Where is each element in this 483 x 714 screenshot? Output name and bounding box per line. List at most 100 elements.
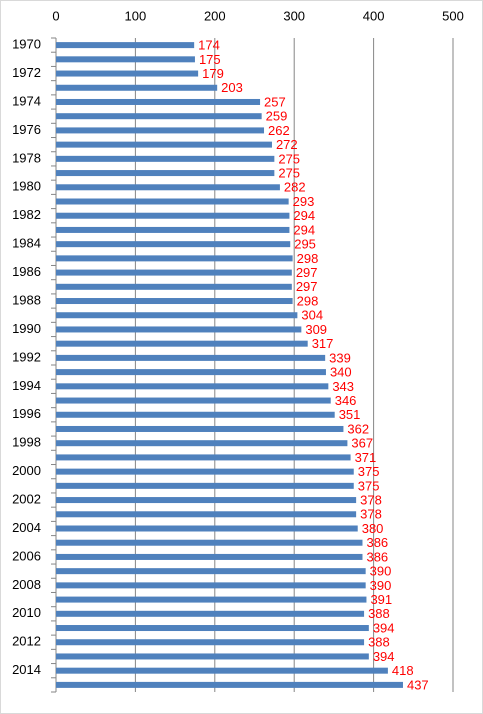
bar <box>56 56 195 63</box>
x-tick-label: 300 <box>283 8 305 23</box>
y-tick-label: 2006 <box>12 548 41 563</box>
data-label: 391 <box>370 592 392 607</box>
data-label: 378 <box>360 493 382 508</box>
data-label: 394 <box>373 620 395 635</box>
bar <box>56 454 351 461</box>
bar <box>56 70 199 77</box>
bar <box>56 184 280 191</box>
bar <box>56 369 326 376</box>
data-label: 375 <box>358 464 380 479</box>
y-tick-label: 1974 <box>12 93 41 108</box>
bar <box>56 440 348 447</box>
data-label: 317 <box>312 336 334 351</box>
bar <box>56 141 272 148</box>
data-label: 346 <box>335 393 357 408</box>
data-label: 378 <box>360 507 382 522</box>
data-label: 298 <box>297 293 319 308</box>
y-tick-label: 1984 <box>12 236 41 251</box>
bar <box>56 326 302 333</box>
bar <box>56 113 262 120</box>
data-label: 386 <box>366 535 388 550</box>
data-label: 294 <box>293 208 315 223</box>
bar <box>56 511 357 518</box>
x-tick-label: 200 <box>204 8 226 23</box>
data-label: 418 <box>392 663 414 678</box>
y-tick-label: 1990 <box>12 321 41 336</box>
bar <box>56 411 335 418</box>
data-label: 388 <box>368 606 390 621</box>
data-label: 175 <box>199 52 221 67</box>
data-label: 275 <box>278 166 300 181</box>
data-label: 367 <box>351 436 373 451</box>
data-label: 386 <box>366 549 388 564</box>
bar <box>56 383 329 390</box>
y-tick-label: 2000 <box>12 463 41 478</box>
bar <box>56 312 298 319</box>
bar <box>56 226 290 233</box>
y-tick-label: 1970 <box>12 37 41 52</box>
bar <box>56 468 354 475</box>
bar <box>56 212 290 219</box>
y-tick-label: 2008 <box>12 577 41 592</box>
bar <box>56 497 357 504</box>
bar <box>56 98 261 105</box>
data-label: 297 <box>296 279 318 294</box>
data-label: 179 <box>202 66 224 81</box>
data-label: 340 <box>330 365 352 380</box>
bar <box>56 170 275 177</box>
bar <box>56 568 366 575</box>
y-tick-label: 2014 <box>12 662 41 677</box>
bar <box>56 539 363 546</box>
y-tick-label: 1994 <box>12 378 41 393</box>
y-tick-label: 1978 <box>12 150 41 165</box>
bar <box>56 255 293 262</box>
data-label: 388 <box>368 635 390 650</box>
y-tick-label: 1992 <box>12 349 41 364</box>
data-label: 362 <box>347 421 369 436</box>
y-tick-label: 1986 <box>12 264 41 279</box>
bar <box>56 653 369 660</box>
data-label: 390 <box>370 578 392 593</box>
data-label: 275 <box>278 151 300 166</box>
data-label: 351 <box>339 407 361 422</box>
y-tick-label: 1998 <box>12 435 41 450</box>
bar <box>56 596 367 603</box>
data-label: 380 <box>362 521 384 536</box>
y-tick-label: 1976 <box>12 122 41 137</box>
y-tick-label: 1972 <box>12 65 41 80</box>
bar <box>56 42 195 49</box>
data-label: 203 <box>221 80 243 95</box>
data-label: 339 <box>329 350 351 365</box>
data-label: 298 <box>297 251 319 266</box>
y-tick-label: 2002 <box>12 492 41 507</box>
bar <box>56 667 388 674</box>
data-label: 259 <box>266 109 288 124</box>
bar <box>56 610 365 617</box>
data-label: 262 <box>268 123 290 138</box>
data-label: 297 <box>296 265 318 280</box>
bar <box>56 397 331 404</box>
data-label: 257 <box>264 94 286 109</box>
bar <box>56 525 358 532</box>
bar <box>56 198 289 205</box>
data-label: 371 <box>355 450 377 465</box>
data-label: 174 <box>198 38 220 53</box>
data-label: 293 <box>293 194 315 209</box>
bar <box>56 425 344 432</box>
y-tick-label: 1996 <box>12 406 41 421</box>
y-tick-label: 2004 <box>12 520 41 535</box>
data-label: 272 <box>276 137 298 152</box>
bar <box>56 639 365 646</box>
data-label: 295 <box>294 237 316 252</box>
x-tick-label: 500 <box>442 8 464 23</box>
bar <box>56 127 265 134</box>
y-tick-label: 1982 <box>12 207 41 222</box>
data-label: 304 <box>301 308 323 323</box>
data-label: 390 <box>370 564 392 579</box>
x-tick-label: 0 <box>52 8 59 23</box>
data-label: 282 <box>284 180 306 195</box>
y-tick-label: 2010 <box>12 605 41 620</box>
x-tick-label: 400 <box>363 8 385 23</box>
bar <box>56 553 363 560</box>
